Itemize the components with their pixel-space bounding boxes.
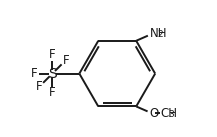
Text: S: S — [48, 67, 57, 81]
Text: 2: 2 — [158, 30, 163, 39]
Text: 3: 3 — [168, 110, 174, 119]
Text: F: F — [49, 86, 56, 99]
Text: NH: NH — [150, 27, 167, 40]
Text: F: F — [49, 48, 56, 61]
Text: F: F — [35, 80, 42, 93]
Text: O: O — [150, 107, 159, 120]
Text: F: F — [30, 67, 37, 80]
Text: CH: CH — [161, 107, 178, 120]
Text: F: F — [63, 54, 69, 67]
